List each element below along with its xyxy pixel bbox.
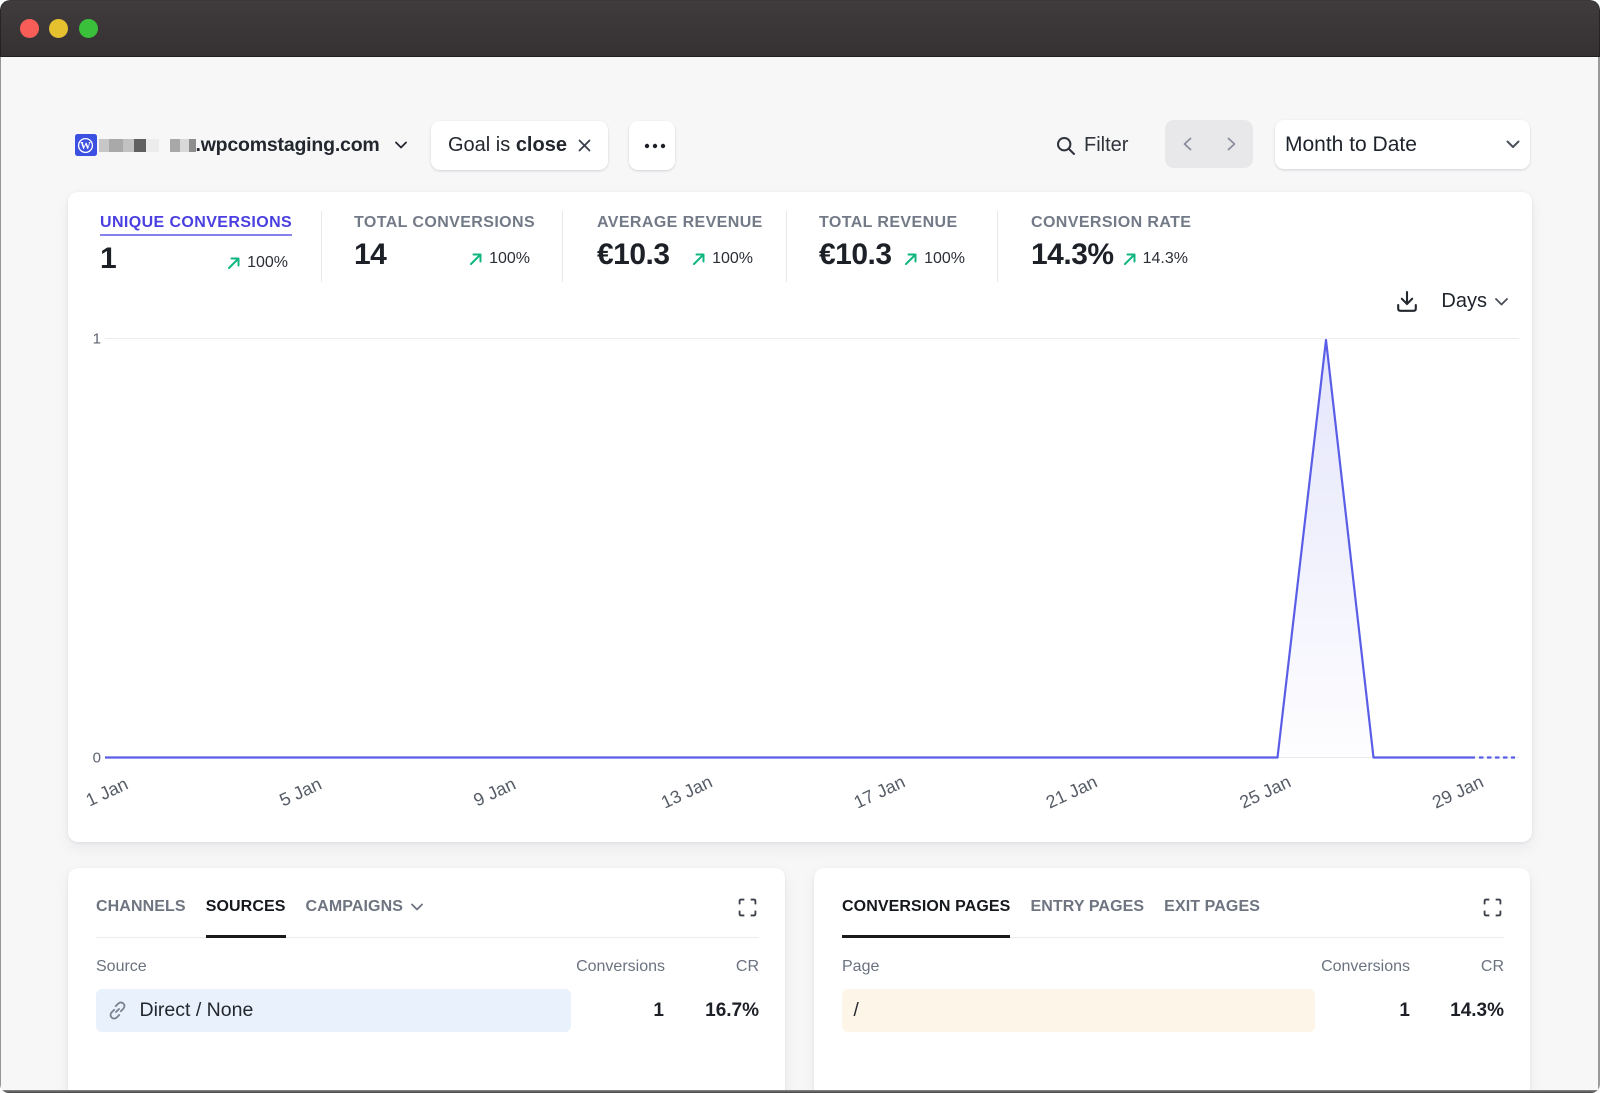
- svg-text:1 Jan: 1 Jan: [83, 774, 131, 811]
- svg-text:0: 0: [93, 750, 101, 767]
- svg-text:W: W: [80, 139, 91, 151]
- svg-text:25 Jan: 25 Jan: [1236, 772, 1293, 813]
- svg-text:29 Jan: 29 Jan: [1429, 772, 1486, 813]
- svg-text:5 Jan: 5 Jan: [276, 774, 324, 811]
- svg-text:17 Jan: 17 Jan: [851, 772, 908, 813]
- svg-text:21 Jan: 21 Jan: [1043, 772, 1100, 813]
- svg-text:13 Jan: 13 Jan: [658, 772, 715, 813]
- svg-text:1: 1: [93, 331, 101, 348]
- svg-text:9 Jan: 9 Jan: [470, 774, 518, 811]
